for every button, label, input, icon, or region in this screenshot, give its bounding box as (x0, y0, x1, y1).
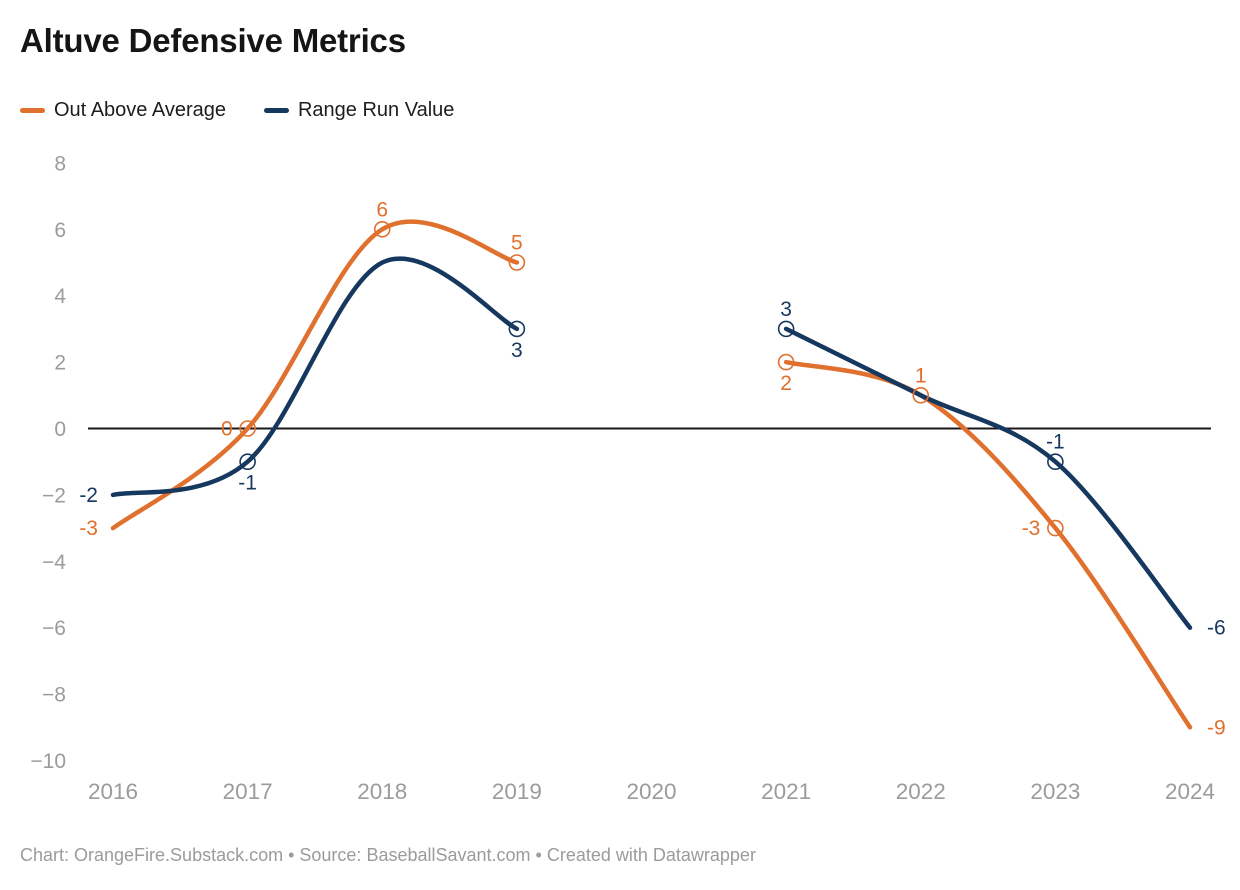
data-point-label-oaa: -3 (79, 517, 98, 540)
x-tick-label: 2016 (88, 779, 138, 804)
x-tick-label: 2019 (492, 779, 542, 804)
y-tick-label: 2 (54, 352, 66, 375)
y-tick-label: 6 (54, 219, 66, 242)
data-point-label-rrv: 3 (780, 298, 792, 321)
legend: Out Above Average Range Run Value (20, 97, 454, 123)
legend-swatch-navy (263, 107, 289, 113)
data-point-label-rrv: 3 (511, 339, 523, 362)
data-point-marker-oaa (1047, 519, 1064, 537)
data-point-label-oaa: 0 (221, 418, 233, 441)
line-series-oaa (110, 219, 520, 531)
line-series-rrv (783, 326, 1193, 630)
x-tick-label: 2018 (357, 779, 407, 804)
legend-item-out-above-average: Out Above Average (20, 99, 226, 122)
legend-swatch-orange (20, 107, 45, 113)
y-tick-label: −2 (42, 484, 66, 507)
data-point-marker-oaa (239, 420, 256, 437)
data-point-label-rrv: -1 (238, 472, 257, 495)
line-series-rrv (110, 256, 520, 498)
x-tick-label: 2022 (896, 779, 946, 804)
x-tick-label: 2023 (1030, 779, 1080, 804)
data-point-marker-rrv (1047, 453, 1064, 471)
data-point-marker-oaa (777, 353, 795, 371)
y-tick-label: −10 (30, 750, 66, 773)
y-tick-label: 0 (54, 418, 66, 441)
y-tick-label: −4 (42, 551, 66, 574)
data-point-marker-rrv (777, 320, 795, 338)
x-tick-label: 2020 (626, 779, 676, 804)
line-series-oaa (783, 359, 1193, 730)
data-point-label-oaa: 1 (915, 364, 927, 387)
data-point-marker-oaa (373, 221, 391, 238)
x-tick-label: 2021 (761, 779, 811, 804)
y-tick-label: −8 (42, 684, 66, 707)
data-point-label-oaa: -9 (1207, 716, 1226, 739)
legend-label: Out Above Average (54, 98, 226, 121)
data-point-label-rrv: -6 (1207, 617, 1226, 640)
y-tick-label: 4 (54, 285, 66, 308)
data-point-marker-oaa (508, 254, 526, 271)
x-tick-label: 2024 (1165, 779, 1215, 804)
data-point-label-oaa: -3 (1022, 517, 1041, 540)
chart-title: Altuve Defensive Metrics (20, 22, 406, 59)
data-point-label-oaa: 5 (511, 232, 523, 255)
x-tick-label: 2017 (223, 779, 273, 804)
data-point-marker-rrv (239, 453, 256, 471)
attribution-footer: Chart: OrangeFire.Substack.com • Source:… (20, 845, 756, 865)
data-point-label-rrv: -2 (79, 484, 98, 507)
data-point-label-oaa: 6 (376, 198, 388, 221)
legend-label: Range Run Value (297, 98, 455, 121)
data-point-marker-rrv (508, 320, 526, 338)
legend-item-range-run-value: Range Run Value (263, 98, 455, 122)
data-point-label-oaa: 2 (780, 372, 792, 395)
y-tick-label: −6 (42, 617, 66, 640)
y-tick-label: 8 (54, 152, 66, 175)
data-point-label-rrv: -1 (1046, 431, 1065, 454)
data-point-marker-oaa (912, 386, 930, 404)
